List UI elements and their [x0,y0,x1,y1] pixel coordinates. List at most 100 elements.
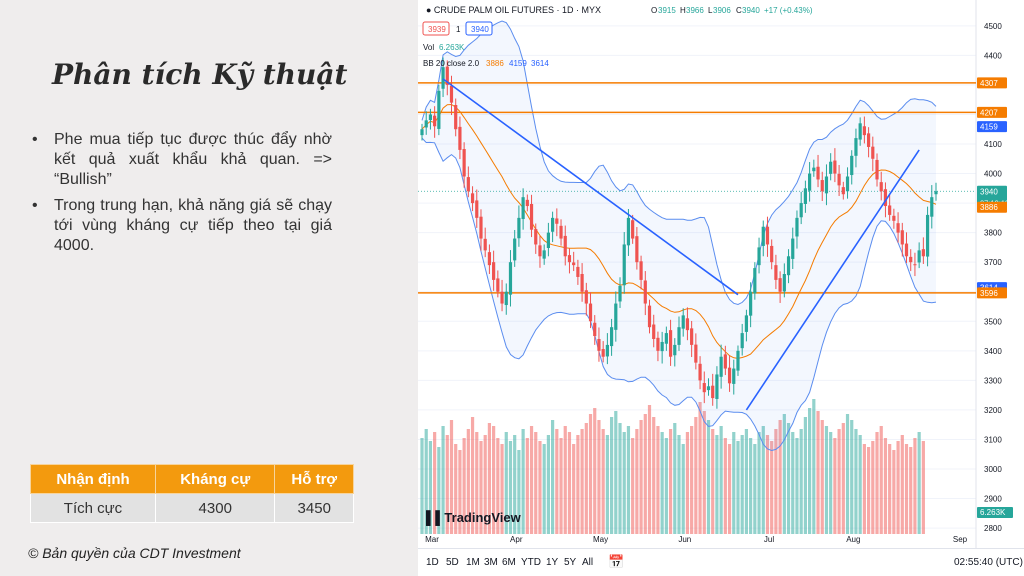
utc-clock: 02:55:40 (UTC) [954,557,1023,568]
volume-bar [441,426,445,534]
bb-legend-upper: 4159 [509,59,527,68]
candle-body [719,356,723,377]
volume-bar [647,405,652,534]
candle-body [492,262,496,280]
price-tag-label: 4159 [980,123,998,132]
volume-bar [622,432,626,534]
candle-body [542,250,546,259]
volume-bar [921,441,925,534]
volume-bar [551,420,555,534]
y-tick-label: 3100 [984,435,1002,444]
y-tick-label: 3700 [984,258,1002,267]
candle-body [631,220,635,239]
volume-bar [791,432,795,534]
bb-fill [422,21,936,451]
bb-lower-line [421,137,937,452]
candle-body [433,115,437,127]
volume-bar [567,432,572,534]
candle-body [816,166,820,180]
volume-bar [904,444,909,534]
candle-body [875,159,879,180]
candle-body [749,291,753,316]
candle-body [521,197,525,220]
volume-bar [808,408,812,534]
candle-body [428,114,433,121]
volume-bar [727,444,732,534]
candle-body [546,232,550,248]
candle-body [934,191,938,195]
volume-bar [778,420,782,534]
candle-body [559,225,563,239]
volume-bar [508,441,513,534]
volume-bar [614,411,618,534]
table-cell: Tích cực [30,493,156,523]
price-chart[interactable]: 4500440043004200410040003900380037003600… [418,0,1024,548]
candle-body [420,129,424,136]
candle-body [879,182,883,192]
candle-body [588,303,593,322]
y-tick-label: 3200 [984,406,1002,415]
candle-body [593,322,597,337]
y-tick-label: 3800 [984,229,1002,238]
chart-panel[interactable]: 4500440043004200410040003900380037003600… [418,0,1024,576]
candle-body [833,160,837,174]
candle-body [909,256,913,263]
volume-bar [812,399,816,534]
range-all[interactable]: All [582,557,594,568]
table-header: Nhận định [30,464,156,494]
x-tick-label: Mar [425,535,439,544]
range-ytd[interactable]: YTD [521,557,541,568]
x-tick-label: May [593,535,608,544]
volume-bar [458,450,462,534]
volume-bar [588,414,593,534]
candle-body [896,223,900,233]
candle-body [778,278,782,292]
candle-body [580,274,584,292]
volume-bar [576,435,580,534]
range-1d[interactable]: 1D [426,557,439,568]
volume-bar [664,438,668,534]
candle-body [454,105,458,130]
volume-bar [845,414,850,534]
candle-body [508,262,513,295]
candle-body [845,176,850,192]
volume-bar [521,429,525,534]
candle-body [871,146,875,159]
range-1y[interactable]: 1Y [546,557,559,568]
range-5d[interactable]: 5D [446,557,459,568]
volume-tag-label: 6.263K [980,508,1006,517]
volume-bar [871,441,875,534]
candle-body [504,291,508,306]
volume-bar [736,441,740,534]
candle-body [660,341,664,352]
range-3m[interactable]: 3M [484,557,498,568]
volume-bar [538,441,542,534]
volume-bar [546,435,550,534]
range-1m[interactable]: 1M [466,557,480,568]
range-6m[interactable]: 6M [502,557,516,568]
volume-bar [879,426,883,534]
volume-bar [888,444,892,534]
candle-body [664,333,668,344]
candle-body [622,244,626,286]
table-cell: 3450 [274,493,354,523]
volume-bar [862,444,866,534]
candle-body [656,337,660,351]
y-tick-label: 4100 [984,140,1002,149]
volume-bar [563,426,567,534]
candle-body [757,247,761,266]
candle-body [555,218,559,224]
ohlc-l-key: L [708,6,713,15]
slide-panel: Phân tích Kỹ thuật Phe mua tiếp tục được… [0,0,418,576]
volume-bar [673,423,677,534]
candle-body [652,324,656,339]
range-5y[interactable]: 5Y [564,557,577,568]
candle-body [892,215,896,221]
calendar-icon[interactable]: 📅 [608,554,625,569]
y-tick-label: 3300 [984,376,1002,385]
volume-bar [803,417,807,534]
volume-bar [829,432,833,534]
volume-bar [681,444,685,534]
bid-price: 3939 [428,25,446,34]
candle-body [483,238,487,251]
